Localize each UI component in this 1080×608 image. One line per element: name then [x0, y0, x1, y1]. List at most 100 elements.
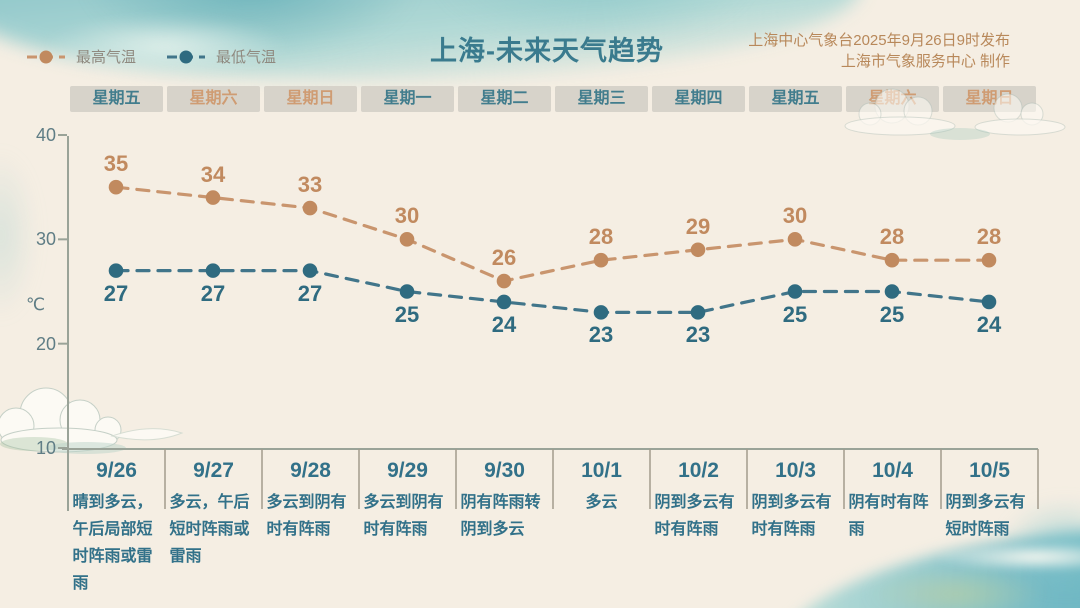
low-temp-point-3: [399, 284, 415, 299]
low-temp-value-0: 27: [103, 280, 129, 306]
low-temp-value-9: 24: [976, 311, 1002, 337]
high-temp-point-3: [399, 232, 415, 247]
legend-item-high-temp: 最高气温: [26, 46, 136, 67]
forecast-text-3: 多云到阴有时有阵雨: [363, 494, 444, 538]
high-temp-point-4: [496, 273, 512, 289]
forecast-cell-7: 阴到多云有时有阵雨: [747, 489, 844, 543]
low-temp-point-2: [302, 263, 318, 278]
legend-label-low: 最低气温: [216, 49, 277, 66]
forecast-text-6: 阴到多云有时有阵雨: [654, 494, 735, 538]
date-label-8: 10/4: [872, 459, 913, 482]
forecast-cell-6: 阴到多云有时有阵雨: [650, 489, 747, 543]
weekday-chip-4: 星期二: [458, 86, 551, 112]
forecast-cell-8: 阴有时有阵雨: [844, 489, 941, 543]
high-temp-value-1: 34: [200, 161, 226, 187]
date-label-4: 9/30: [484, 459, 525, 482]
weekday-chip-6: 星期四: [652, 86, 745, 112]
forecast-cell-5: 多云: [553, 489, 650, 516]
low-temp-value-4: 24: [491, 311, 517, 337]
low-temp-point-5: [593, 305, 609, 320]
high-temp-value-8: 28: [879, 224, 905, 250]
y-tick-label-20: 20: [35, 333, 56, 354]
low-temp-point-0: [108, 263, 124, 278]
watercolor-bottom-white-streak: [938, 543, 1080, 571]
high-temp-value-2: 33: [297, 172, 323, 198]
forecast-cell-1: 多云，午后短时阵雨或雷雨: [165, 489, 262, 570]
weekday-chip-3: 星期一: [361, 86, 454, 112]
date-label-3: 9/29: [387, 459, 428, 482]
high-temp-value-6: 29: [685, 213, 711, 239]
weekday-chip-2: 星期日: [264, 86, 357, 112]
low-temp-marker-icon: [166, 49, 206, 65]
high-temp-marker-icon: [26, 49, 66, 65]
watercolor-bottom-green-tint: [866, 568, 1046, 608]
low-temp-value-1: 27: [200, 280, 226, 306]
date-label-2: 9/28: [290, 459, 331, 482]
high-temp-line: [114, 185, 991, 283]
high-temp-point-2: [302, 200, 318, 216]
low-temp-line: [114, 269, 991, 314]
low-temp-value-3: 25: [394, 301, 420, 327]
publisher-line-1: 上海中心气象台2025年9月26日9时发布: [748, 32, 1010, 49]
low-temp-value-8: 25: [879, 301, 905, 327]
forecast-text-7: 阴到多云有时有阵雨: [751, 494, 832, 538]
forecast-text-4: 阴有阵雨转阴到多云: [460, 494, 541, 538]
forecast-cell-9: 阴到多云有短时阵雨: [941, 489, 1038, 543]
low-temp-point-7: [787, 284, 803, 299]
page-title: 上海-未来天气趋势: [430, 36, 664, 66]
date-label-9: 10/5: [969, 459, 1010, 482]
y-tick-label-10: 10: [35, 438, 56, 458]
high-temp-point-5: [593, 252, 609, 268]
forecast-text-9: 阴到多云有短时阵雨: [945, 494, 1026, 538]
forecast-text-0: 晴到多云，午后局部短时阵雨或雷雨: [72, 494, 153, 592]
high-temp-point-1: [205, 190, 221, 205]
forecast-text-5: 多云: [585, 494, 618, 511]
date-label-0: 9/26: [96, 459, 137, 482]
low-temp-point-4: [496, 294, 512, 310]
y-axis-unit: ℃: [26, 295, 46, 314]
high-temp-point-6: [690, 242, 706, 258]
date-label-7: 10/3: [775, 459, 816, 482]
low-temp-point-9: [981, 294, 997, 310]
y-tick-label-40: 40: [35, 125, 56, 145]
date-label-5: 10/1: [581, 459, 622, 482]
legend: 最高气温 最低气温: [26, 46, 276, 67]
low-temp-value-5: 23: [588, 322, 614, 348]
forecast-cell-3: 多云到阴有时有阵雨: [359, 489, 456, 543]
legend-item-low-temp: 最低气温: [166, 46, 276, 67]
date-label-6: 10/2: [678, 459, 719, 482]
weekday-chip-0: 星期五: [70, 86, 163, 112]
forecast-text-8: 阴有时有阵雨: [848, 494, 929, 538]
low-temp-point-6: [690, 305, 706, 320]
high-temp-point-7: [787, 232, 803, 247]
high-temp-value-5: 28: [588, 224, 614, 250]
weekday-chip-5: 星期三: [555, 86, 648, 112]
weekday-chip-7: 星期五: [749, 86, 842, 112]
legend-label-high: 最高气温: [76, 49, 137, 66]
y-tick-label-30: 30: [35, 229, 56, 250]
low-temp-value-7: 25: [782, 301, 808, 327]
low-temp-value-6: 23: [685, 322, 711, 348]
high-temp-value-0: 35: [103, 151, 129, 177]
low-temp-value-2: 27: [297, 280, 323, 306]
high-temp-value-3: 30: [394, 203, 420, 229]
low-temp-point-8: [884, 284, 900, 299]
weekday-chip-8: 星期六: [846, 86, 939, 112]
forecast-cell-2: 多云到阴有时有阵雨: [262, 489, 359, 543]
high-temp-point-0: [108, 179, 124, 195]
low-temp-point-1: [205, 263, 221, 278]
forecast-cell-4: 阴有阵雨转阴到多云: [456, 489, 553, 543]
high-temp-value-7: 30: [782, 203, 808, 229]
date-label-1: 9/27: [193, 459, 234, 482]
high-temp-value-4: 26: [491, 245, 517, 271]
publisher-info: 上海中心气象台2025年9月26日9时发布 上海市气象服务中心 制作: [748, 30, 1010, 72]
weekday-chip-1: 星期六: [167, 86, 260, 112]
forecast-text-1: 多云，午后短时阵雨或雷雨: [169, 494, 250, 565]
weekday-chip-9: 星期日: [943, 86, 1036, 112]
forecast-text-2: 多云到阴有时有阵雨: [266, 494, 347, 538]
high-temp-point-8: [884, 252, 900, 268]
high-temp-point-9: [981, 252, 997, 268]
high-temp-value-9: 28: [976, 224, 1002, 250]
publisher-line-2: 上海市气象服务中心 制作: [840, 53, 1010, 70]
